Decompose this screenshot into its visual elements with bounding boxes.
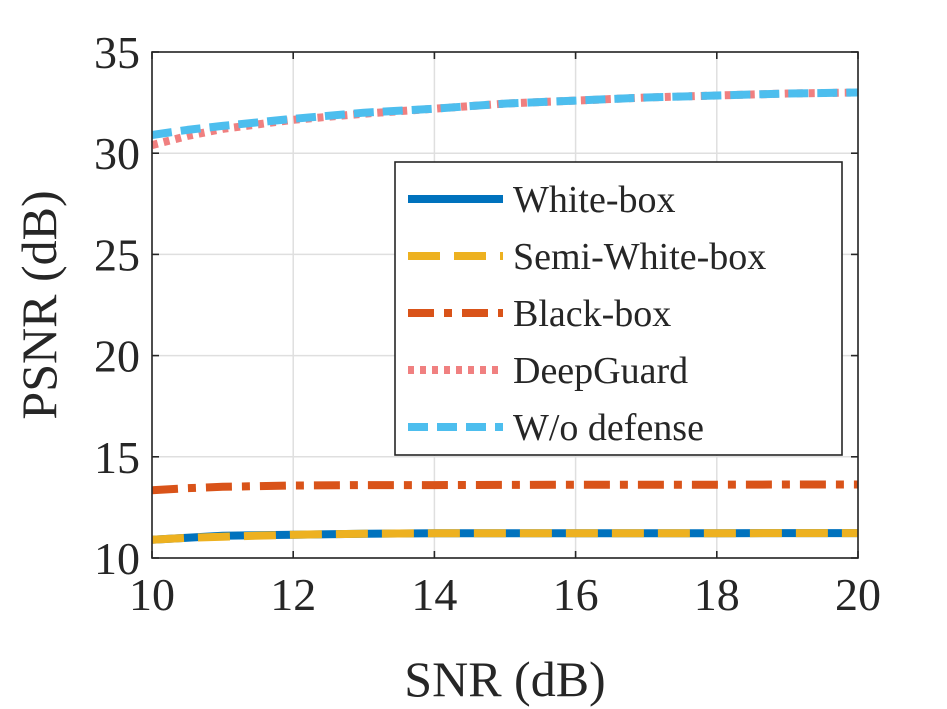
series-line-black-box — [151, 480, 858, 495]
legend-label: DeepGuard — [513, 350, 688, 392]
legend-label: Semi-White-box — [513, 236, 766, 278]
legend-label: W/o defense — [513, 407, 704, 449]
x-tick-label: 18 — [694, 569, 740, 620]
x-tick-label: 16 — [553, 569, 599, 620]
legend-box — [394, 161, 843, 456]
x-axis-label: SNR (dB) — [404, 651, 605, 707]
legend-label: Black-box — [513, 293, 671, 335]
legend: White-box Semi-White-box Black-box DeepGuar… — [394, 161, 843, 456]
y-tick-label: 10 — [94, 533, 140, 584]
y-tick-label: 25 — [94, 229, 140, 280]
y-tick-label: 30 — [94, 128, 140, 179]
y-axis-label: PSNR (dB) — [11, 190, 67, 419]
y-tick-label: 35 — [94, 27, 140, 78]
series-line-deepguard — [151, 88, 859, 149]
legend-label: White-box — [513, 179, 676, 221]
series-layer — [151, 88, 859, 544]
x-tick-label: 12 — [270, 569, 316, 620]
axes-frame — [151, 51, 859, 559]
y-tick-label: 20 — [94, 331, 140, 382]
ticks — [151, 51, 859, 559]
tick-labels: 10 12 14 16 18 20 10 15 20 25 30 35 — [94, 27, 881, 620]
x-tick-label: 14 — [411, 569, 457, 620]
y-tick-label: 15 — [94, 432, 140, 483]
x-tick-label: 10 — [129, 569, 175, 620]
x-tick-label: 20 — [835, 569, 881, 620]
series-line-semi-white-box — [151, 529, 858, 544]
series-line-w-o-defense — [151, 88, 859, 139]
